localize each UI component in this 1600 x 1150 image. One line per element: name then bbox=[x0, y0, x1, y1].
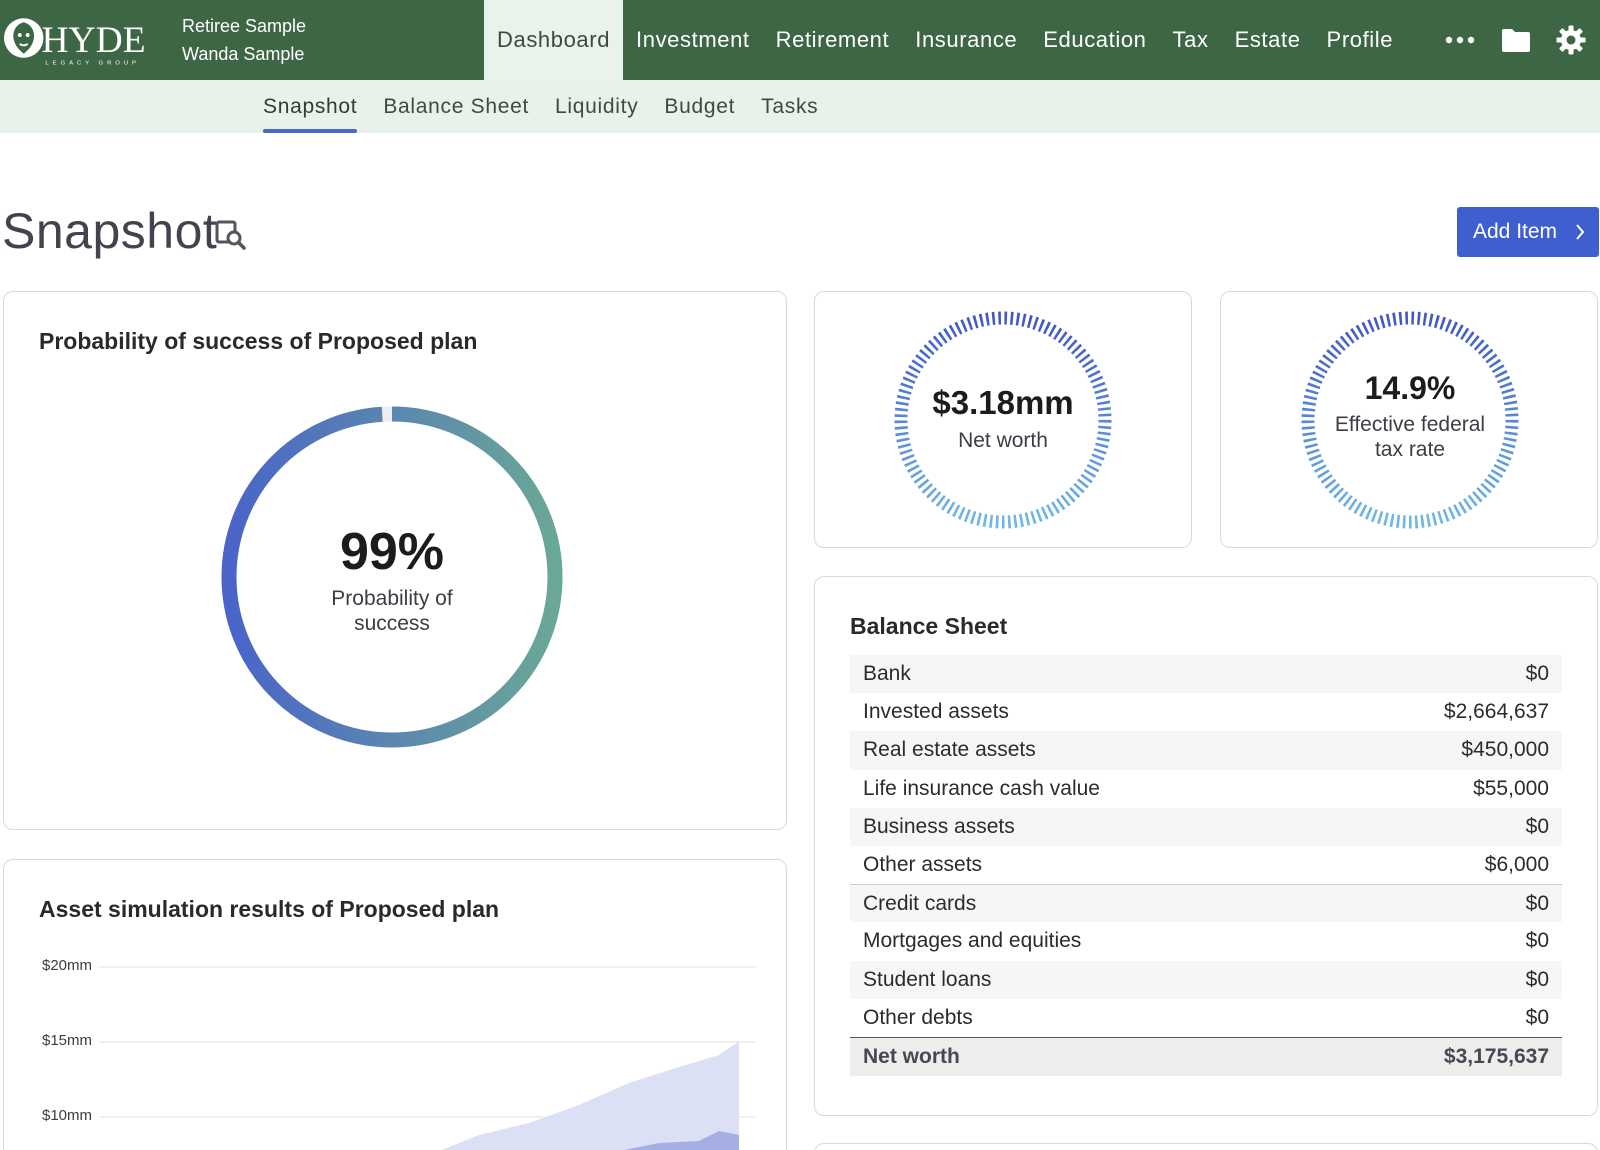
nav-insurance[interactable]: Insurance bbox=[915, 27, 1018, 52]
row-value: $2,664,637 bbox=[1443, 700, 1549, 724]
tab-snapshot[interactable]: Snapshot bbox=[250, 80, 370, 133]
row-value: $0 bbox=[1525, 662, 1549, 686]
table-row: Bank $0 bbox=[850, 655, 1562, 694]
client-name-2: Wanda Sample bbox=[182, 44, 305, 64]
row-label: Bank bbox=[863, 662, 911, 686]
probability-label-2: success bbox=[354, 612, 430, 635]
probability-card-title: Probability of success of Proposed plan bbox=[39, 328, 478, 354]
row-value: $450,000 bbox=[1461, 738, 1549, 762]
median-area bbox=[624, 1131, 739, 1150]
more-icon[interactable] bbox=[1442, 22, 1478, 58]
chevron-right-icon bbox=[1576, 224, 1585, 240]
row-label: Student loans bbox=[863, 967, 992, 991]
row-value: $0 bbox=[1525, 891, 1549, 915]
probability-ring bbox=[221, 406, 563, 748]
balance-sheet-title: Balance Sheet bbox=[850, 613, 1008, 639]
next-card bbox=[814, 1143, 1598, 1150]
gear-icon[interactable] bbox=[1553, 22, 1589, 58]
table-row: Other assets $6,000 bbox=[850, 846, 1562, 884]
total-label: Net worth bbox=[863, 1044, 960, 1068]
page-title: Snapshot bbox=[2, 203, 218, 259]
row-value: $6,000 bbox=[1484, 853, 1549, 877]
probability-card: Probability of success of Proposed plan … bbox=[3, 291, 787, 830]
tax-rate-card: 14.9% Effective federal tax rate bbox=[1220, 291, 1598, 548]
folder-icon[interactable] bbox=[1498, 22, 1534, 58]
row-label: Invested assets bbox=[863, 700, 1009, 724]
row-label: Credit cards bbox=[863, 891, 977, 915]
asset-simulation-chart bbox=[99, 966, 756, 1150]
sub-nav-bar: Snapshot Balance Sheet Liquidity Budget … bbox=[0, 80, 1600, 133]
table-row: Business assets $0 bbox=[850, 807, 1562, 846]
review-search-icon[interactable] bbox=[214, 218, 248, 252]
nav-investment[interactable]: Investment bbox=[636, 27, 750, 52]
asset-simulation-title: Asset simulation results of Proposed pla… bbox=[39, 896, 500, 922]
svg-text:LEGACY GROUP: LEGACY GROUP bbox=[45, 61, 140, 67]
y-tick-label: $20mm bbox=[42, 957, 93, 974]
net-worth-dial bbox=[894, 311, 1112, 529]
net-worth-card: $3.18mm Net worth bbox=[814, 291, 1192, 548]
probability-value: 99% bbox=[339, 523, 445, 581]
upper-percentile-area bbox=[441, 1041, 739, 1150]
row-label: Real estate assets bbox=[863, 738, 1036, 762]
nav-dashboard[interactable]: Dashboard bbox=[484, 0, 624, 80]
row-value: $0 bbox=[1525, 967, 1549, 991]
sub-nav: Snapshot Balance Sheet Liquidity Budget … bbox=[250, 80, 831, 133]
table-row: Credit cards $0 bbox=[850, 884, 1562, 923]
net-worth-total-row: Net worth $3,175,637 bbox=[850, 1036, 1562, 1076]
y-tick-label: $10mm bbox=[42, 1107, 93, 1124]
client-name-1: Retiree Sample bbox=[182, 16, 307, 36]
nav-profile[interactable]: Profile bbox=[1326, 27, 1394, 52]
probability-label-1: Probability of bbox=[331, 587, 453, 610]
row-value: $0 bbox=[1525, 814, 1549, 838]
nav-retirement[interactable]: Retirement bbox=[775, 27, 890, 52]
table-row: Life insurance cash value $55,000 bbox=[850, 770, 1562, 808]
row-value: $0 bbox=[1525, 929, 1549, 953]
top-nav-bar: HYDE LEGACY GROUP Retiree Sample Wanda S… bbox=[0, 0, 1600, 80]
row-label: Mortgages and equities bbox=[863, 929, 1082, 953]
probability-center: 99% Probability of success bbox=[219, 524, 565, 636]
table-row: Other debts $0 bbox=[850, 999, 1562, 1037]
balance-sheet-table: Bank $0 Invested assets $2,664,637 Real es… bbox=[850, 655, 1562, 1076]
tax-rate-label-1: Effective federal bbox=[1334, 413, 1486, 436]
row-label: Life insurance cash value bbox=[863, 776, 1100, 800]
balance-sheet-card: Balance Sheet Bank $0 Invested assets $2,6… bbox=[814, 576, 1598, 1116]
y-tick-label: $15mm bbox=[42, 1032, 93, 1049]
asset-simulation-card: Asset simulation results of Proposed pla… bbox=[3, 859, 787, 1150]
nav-education[interactable]: Education bbox=[1043, 27, 1147, 52]
probability-arc bbox=[221, 406, 563, 748]
table-row: Student loans $0 bbox=[850, 960, 1562, 999]
row-label: Other assets bbox=[863, 853, 983, 877]
nav-estate[interactable]: Estate bbox=[1234, 27, 1301, 52]
nav-tax[interactable]: Tax bbox=[1172, 27, 1209, 52]
tax-rate-label-2: tax rate bbox=[1374, 438, 1446, 461]
row-value: $0 bbox=[1525, 1005, 1549, 1029]
tab-balance-sheet[interactable]: Balance Sheet bbox=[383, 94, 530, 118]
net-worth-label: Net worth bbox=[958, 429, 1048, 452]
tab-budget[interactable]: Budget bbox=[664, 94, 736, 118]
svg-text:HYDE: HYDE bbox=[41, 20, 145, 61]
tab-liquidity[interactable]: Liquidity bbox=[555, 94, 639, 118]
tax-rate-value: 14.9% bbox=[1364, 370, 1456, 406]
row-value: $55,000 bbox=[1473, 776, 1549, 800]
net-worth-value: $3.18mm bbox=[932, 384, 1074, 421]
tax-rate-dial bbox=[1301, 311, 1519, 529]
table-row: Invested assets $2,664,637 bbox=[850, 693, 1562, 731]
add-item-label: Add Item bbox=[1473, 220, 1558, 243]
lion-icon bbox=[3, 18, 44, 58]
brand-logo[interactable]: HYDE LEGACY GROUP bbox=[2, 8, 152, 68]
table-row: Mortgages and equities $0 bbox=[850, 922, 1562, 960]
net-worth-center: $3.18mm Net worth bbox=[892, 384, 1114, 454]
client-names: Retiree Sample Wanda Sample bbox=[182, 12, 306, 68]
main-nav: Dashboard Investment Retirement Insuranc… bbox=[484, 0, 1406, 80]
row-label: Business assets bbox=[863, 814, 1015, 838]
tax-rate-center: 14.9% Effective federal tax rate bbox=[1299, 370, 1521, 462]
tab-tasks[interactable]: Tasks bbox=[761, 94, 819, 118]
row-label: Other debts bbox=[863, 1005, 973, 1029]
table-row: Real estate assets $450,000 bbox=[850, 731, 1562, 770]
total-value: $3,175,637 bbox=[1443, 1044, 1549, 1068]
add-item-button[interactable]: Add Item bbox=[1457, 207, 1599, 257]
